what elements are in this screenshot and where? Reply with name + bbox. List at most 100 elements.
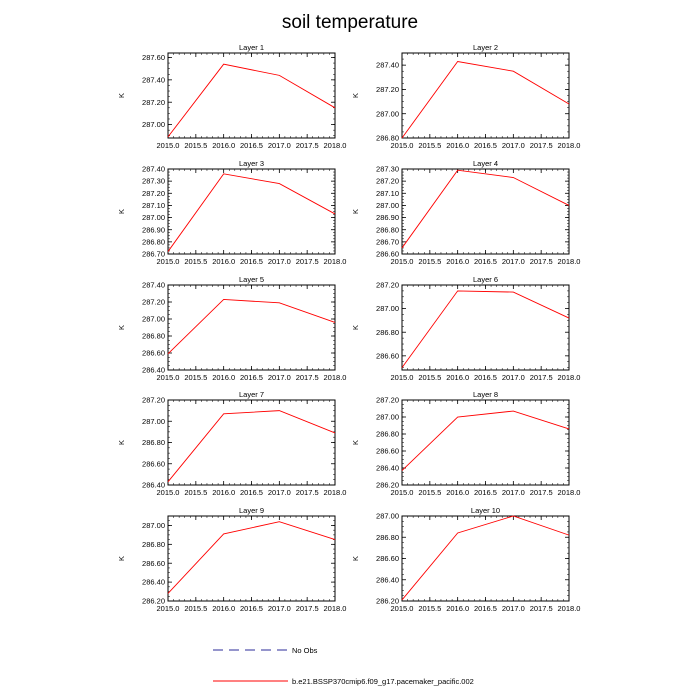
layer-4-series-line — [401, 169, 570, 249]
layer-5-xtick-label: 2017.0 — [268, 373, 291, 382]
layer-3-xtick-label: 2016.5 — [240, 257, 263, 266]
layer-4-ylabel: K — [351, 209, 360, 214]
layer-8-ytick-label: 286.80 — [376, 430, 399, 439]
layer-2-xtick-label: 2017.0 — [502, 141, 525, 150]
layer-1-xtick-label: 2017.0 — [268, 141, 291, 150]
layer-8-xtick-label: 2017.0 — [502, 488, 525, 497]
layer-10-xtick-label: 2017.0 — [502, 604, 525, 613]
layer-4-xtick-label: 2016.0 — [446, 257, 469, 266]
layer-2-ylabel: K — [351, 93, 360, 98]
layer-1-ytick-label: 287.00 — [142, 120, 165, 129]
layer-7-xtick-label: 2017.5 — [296, 488, 319, 497]
layer-5-ytick-label: 287.20 — [142, 298, 165, 307]
layer-2-ytick-label: 287.40 — [376, 61, 399, 70]
layer-8-ytick-label: 287.00 — [376, 413, 399, 422]
layer-9-xtick-label: 2015.0 — [157, 604, 180, 613]
layer-6-ylabel: K — [351, 325, 360, 330]
layer-6-xtick-label: 2018.0 — [558, 373, 581, 382]
layer-9-panel: Layer 9 K 2015.0 2015.5 2016.0 2016.5 2017.0 20… — [117, 506, 346, 613]
legend-model-label: b.e21.BSSP370cmip6.f09_g17.pacemaker_pac… — [292, 677, 474, 686]
layer-3-ytick-label: 287.30 — [142, 177, 165, 186]
layer-2-xtick-label: 2015.5 — [418, 141, 441, 150]
layer-7-xtick-label: 2015.0 — [157, 488, 180, 497]
layer-4-ytick-label: 286.80 — [376, 225, 399, 234]
layer-7-xtick-label: 2015.5 — [184, 488, 207, 497]
layer-8-xtick-label: 2015.5 — [418, 488, 441, 497]
layer-1-xtick-label: 2016.0 — [212, 141, 235, 150]
panel-grid: Layer 1 K 2015.0 2015.5 2016.0 2016.5 2017.0 20… — [117, 43, 580, 613]
layer-1-panel: Layer 1 K 2015.0 2015.5 2016.0 2016.5 2017.0 20… — [117, 43, 346, 150]
figure-title: soil temperature — [282, 12, 418, 33]
layer-3-ytick-label: 286.80 — [142, 237, 165, 246]
layer-5-xtick-label: 2015.0 — [157, 373, 180, 382]
layer-8-ytick-label: 287.20 — [376, 396, 399, 405]
layer-3-xtick-label: 2015.5 — [184, 257, 207, 266]
layer-10-series-line — [401, 515, 570, 601]
layer-3-xtick-label: 2017.0 — [268, 257, 291, 266]
layer-10-xtick-label: 2017.5 — [530, 604, 553, 613]
layer-3-ytick-label: 286.70 — [142, 250, 165, 259]
layer-5-ytick-label: 286.80 — [142, 332, 165, 341]
layer-9-xtick-label: 2015.5 — [184, 604, 207, 613]
layer-2-xtick-label: 2015.0 — [391, 141, 414, 150]
layer-8-ytick-label: 286.60 — [376, 447, 399, 456]
layer-6-series-line — [401, 290, 570, 368]
layer-2-xtick-label: 2018.0 — [558, 141, 581, 150]
layer-1-xtick-label: 2017.5 — [296, 141, 319, 150]
layer-6-ytick-label: 286.60 — [376, 351, 399, 360]
layer-10-ytick-label: 286.60 — [376, 554, 399, 563]
layer-4-title: Layer 4 — [473, 159, 498, 168]
layer-10-xtick-label: 2016.0 — [446, 604, 469, 613]
layer-5-title: Layer 5 — [239, 275, 264, 284]
layer-9-ytick-label: 286.20 — [142, 597, 165, 606]
layer-3-ytick-label: 287.40 — [142, 165, 165, 174]
layer-5-series-line — [167, 298, 336, 355]
layer-7-xtick-label: 2016.5 — [240, 488, 263, 497]
layer-2-title: Layer 2 — [473, 43, 498, 52]
layer-4-ytick-label: 287.10 — [376, 189, 399, 198]
layer-10-xtick-label: 2016.5 — [474, 604, 497, 613]
layer-10-ytick-label: 287.00 — [376, 512, 399, 521]
layer-1-title: Layer 1 — [239, 43, 264, 52]
layer-10-ytick-label: 286.80 — [376, 533, 399, 542]
layer-3-ytick-label: 287.10 — [142, 201, 165, 210]
layer-6-xtick-label: 2015.5 — [418, 373, 441, 382]
layer-4-ytick-label: 286.90 — [376, 213, 399, 222]
layer-4-ytick-label: 287.20 — [376, 177, 399, 186]
layer-2-ytick-label: 287.00 — [376, 109, 399, 118]
layer-10-xtick-label: 2015.0 — [391, 604, 414, 613]
layer-3-xtick-label: 2016.0 — [212, 257, 235, 266]
legend: No Obs b.e21.BSSP370cmip6.f09_g17.pacema… — [213, 646, 474, 686]
layer-3-xtick-label: 2017.5 — [296, 257, 319, 266]
layer-5-xtick-label: 2015.5 — [184, 373, 207, 382]
layer-3-ylabel: K — [117, 209, 126, 214]
layer-2-series-line — [401, 61, 570, 139]
layer-9-ytick-label: 286.80 — [142, 540, 165, 549]
layer-7-ytick-label: 286.60 — [142, 459, 165, 468]
layer-3-xtick-label: 2015.0 — [157, 257, 180, 266]
layer-7-series-line — [167, 410, 336, 483]
layer-6-title: Layer 6 — [473, 275, 498, 284]
layer-9-ytick-label: 286.60 — [142, 559, 165, 568]
layer-4-xtick-label: 2015.5 — [418, 257, 441, 266]
layer-2-xtick-label: 2016.5 — [474, 141, 497, 150]
layer-8-xtick-label: 2016.0 — [446, 488, 469, 497]
layer-3-xtick-label: 2018.0 — [324, 257, 347, 266]
layer-7-xtick-label: 2017.0 — [268, 488, 291, 497]
layer-8-panel: Layer 8 K 2015.0 2015.5 2016.0 2016.5 2017.0 20… — [351, 390, 580, 497]
layer-9-ylabel: K — [117, 556, 126, 561]
layer-9-xtick-label: 2016.5 — [240, 604, 263, 613]
layer-10-ylabel: K — [351, 556, 360, 561]
layer-8-title: Layer 8 — [473, 390, 498, 399]
layer-9-xtick-label: 2017.0 — [268, 604, 291, 613]
layer-9-ytick-label: 286.40 — [142, 578, 165, 587]
layer-1-ytick-label: 287.20 — [142, 98, 165, 107]
layer-8-xtick-label: 2016.5 — [474, 488, 497, 497]
layer-6-ytick-label: 286.80 — [376, 328, 399, 337]
layer-8-xtick-label: 2015.0 — [391, 488, 414, 497]
layer-5-ylabel: K — [117, 325, 126, 330]
layer-7-ytick-label: 287.00 — [142, 417, 165, 426]
legend-obs-label: No Obs — [292, 646, 318, 655]
layer-7-ytick-label: 287.20 — [142, 396, 165, 405]
